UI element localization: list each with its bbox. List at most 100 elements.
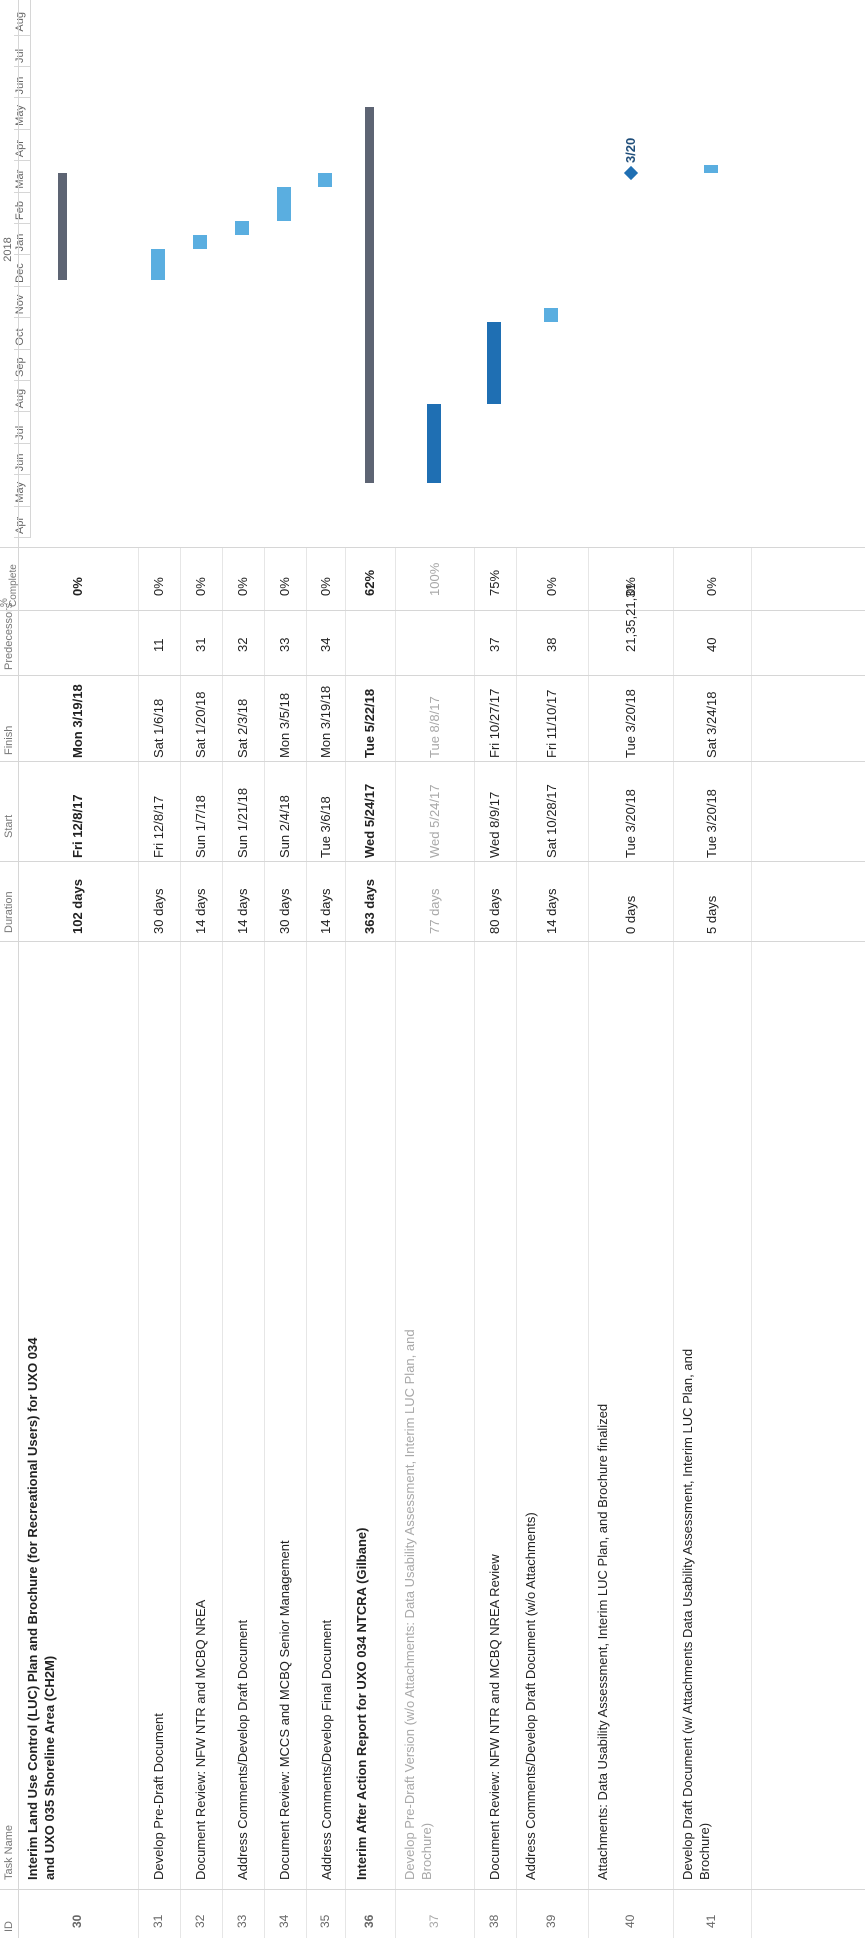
row-31-pred[interactable]: 11 xyxy=(151,638,166,653)
row-38-start[interactable]: Wed 8/9/17 xyxy=(487,791,502,858)
row-37-comp[interactable]: 100% xyxy=(426,562,442,596)
row-34-finish[interactable]: Mon 3/5/18 xyxy=(277,692,292,758)
row-34-comp[interactable]: 0% xyxy=(277,577,292,596)
row-37-finish[interactable]: Tue 8/8/17 xyxy=(426,696,442,758)
row-40-duration[interactable]: 0 days xyxy=(622,895,638,934)
gantt-bar-32[interactable] xyxy=(193,234,207,250)
row-39-id[interactable]: 39 xyxy=(544,1914,558,1928)
gantt-bar-38[interactable] xyxy=(487,321,501,405)
gantt-bar-33[interactable] xyxy=(235,220,249,235)
header-percent-complete[interactable]: % Complete xyxy=(0,564,19,607)
row-33-start[interactable]: Sun 1/21/18 xyxy=(235,787,250,858)
row-40-comp[interactable]: 0% xyxy=(622,577,638,596)
row-32-pred[interactable]: 31 xyxy=(193,637,208,652)
row-32-duration[interactable]: 14 days xyxy=(193,888,208,934)
row-35-comp[interactable]: 0% xyxy=(317,577,333,596)
header-predecessors[interactable]: Predecessors xyxy=(3,602,15,670)
row-39-start[interactable]: Sat 10/28/17 xyxy=(544,784,559,858)
row-38-comp[interactable]: 75% xyxy=(487,569,502,596)
header-id[interactable]: ID xyxy=(3,1921,15,1932)
row-41-comp[interactable]: 0% xyxy=(704,577,719,596)
row-30-id[interactable]: 30 xyxy=(70,1914,84,1928)
row-39-duration[interactable]: 14 days xyxy=(544,888,559,934)
timeline-month: Sep xyxy=(14,357,26,377)
row-39-name[interactable]: Address Comments/Develop Draft Document … xyxy=(523,1512,538,1880)
header-start[interactable]: Start xyxy=(3,814,15,838)
row-31-duration[interactable]: 30 days xyxy=(151,888,166,934)
row-36-duration[interactable]: 363 days xyxy=(362,879,377,934)
row-33-comp[interactable]: 0% xyxy=(235,577,250,596)
row-41-pred[interactable]: 40 xyxy=(704,637,719,652)
row-33-finish[interactable]: Sat 2/3/18 xyxy=(235,698,250,758)
row-32-finish[interactable]: Sat 1/20/18 xyxy=(193,691,208,759)
row-36-comp[interactable]: 62% xyxy=(362,569,377,596)
row-39-pred[interactable]: 38 xyxy=(544,637,559,652)
gantt-bar-31[interactable] xyxy=(151,249,165,280)
row-36-id[interactable]: 36 xyxy=(362,1914,376,1928)
row-38-name[interactable]: Document Review: NFW NTR and MCBQ NREA R… xyxy=(487,1554,502,1880)
row-38-finish[interactable]: Fri 10/27/17 xyxy=(487,688,502,758)
row-33-pred[interactable]: 32 xyxy=(235,637,250,652)
row-40-id[interactable]: 40 xyxy=(622,1914,637,1928)
row-34-pred[interactable]: 33 xyxy=(277,637,292,652)
milestone-diamond-40[interactable] xyxy=(623,165,638,181)
row-34-id[interactable]: 34 xyxy=(277,1914,291,1928)
row-33-duration[interactable]: 14 days xyxy=(235,888,250,934)
gantt-bar-35[interactable] xyxy=(317,173,332,188)
row-35-name[interactable]: Address Comments/Develop Final Document xyxy=(319,1619,334,1880)
gantt-bar-36[interactable] xyxy=(365,107,374,483)
row-41-start[interactable]: Tue 3/20/18 xyxy=(704,789,719,858)
row-40-name[interactable]: Attachments: Data Usability Assessment, … xyxy=(595,1403,610,1880)
row-32-id[interactable]: 32 xyxy=(193,1914,207,1928)
row-32-name[interactable]: Document Review: NFW NTR and MCBQ NREA xyxy=(193,1599,208,1880)
row-31-comp[interactable]: 0% xyxy=(151,577,166,596)
row-40-finish[interactable]: Tue 3/20/18 xyxy=(622,689,638,758)
row-31-name[interactable]: Develop Pre-Draft Document xyxy=(151,1713,166,1880)
gantt-bar-37[interactable] xyxy=(426,404,441,483)
row-32-start[interactable]: Sun 1/7/18 xyxy=(193,795,208,858)
row-35-pred[interactable]: 34 xyxy=(317,637,333,652)
row-37-name[interactable]: Develop Pre-Draft Version (w/o Attachmen… xyxy=(402,1329,434,1880)
row-36-name[interactable]: Interim After Action Report for UXO 034 … xyxy=(354,1527,369,1880)
row-38-id[interactable]: 38 xyxy=(487,1914,501,1928)
row-36-start[interactable]: Wed 5/24/17 xyxy=(362,783,377,858)
row-35-finish[interactable]: Mon 3/19/18 xyxy=(317,685,333,758)
row-31-start[interactable]: Fri 12/8/17 xyxy=(151,795,166,858)
row-39-comp[interactable]: 0% xyxy=(544,577,559,596)
row-30-comp[interactable]: 0% xyxy=(70,577,85,596)
row-38-duration[interactable]: 80 days xyxy=(487,888,502,934)
row-34-duration[interactable]: 30 days xyxy=(277,888,292,934)
row-41-name[interactable]: Develop Draft Document (w/ Attachments D… xyxy=(680,1348,712,1880)
row-30-duration[interactable]: 102 days xyxy=(70,879,85,934)
row-37-id[interactable]: 37 xyxy=(426,1914,441,1928)
row-40-start[interactable]: Tue 3/20/18 xyxy=(622,789,638,858)
gantt-bar-41[interactable] xyxy=(704,165,718,174)
header-task-name[interactable]: Task Name xyxy=(3,1824,15,1880)
row-37-duration[interactable]: 77 days xyxy=(426,888,442,934)
row-37-start[interactable]: Wed 5/24/17 xyxy=(426,784,442,858)
row-41-finish[interactable]: Sat 3/24/18 xyxy=(704,691,719,759)
row-41-duration[interactable]: 5 days xyxy=(704,895,719,934)
row-32-comp[interactable]: 0% xyxy=(193,577,208,596)
row-41-id[interactable]: 41 xyxy=(704,1914,718,1928)
gantt-bar-30[interactable] xyxy=(58,173,67,280)
row-35-duration[interactable]: 14 days xyxy=(317,888,333,934)
row-34-name[interactable]: Document Review: MCCS and MCBQ Senior Ma… xyxy=(277,1540,292,1880)
row-30-name[interactable]: Interim Land Use Control (LUC) Plan and … xyxy=(25,1337,57,1880)
row-35-start[interactable]: Tue 3/6/18 xyxy=(317,796,333,858)
row-30-finish[interactable]: Mon 3/19/18 xyxy=(70,684,85,758)
row-35-id[interactable]: 35 xyxy=(317,1914,332,1928)
row-36-finish[interactable]: Tue 5/22/18 xyxy=(362,688,377,758)
row-34-start[interactable]: Sun 2/4/18 xyxy=(277,795,292,858)
row-39-finish[interactable]: Fri 11/10/17 xyxy=(544,689,559,758)
row-33-id[interactable]: 33 xyxy=(235,1914,249,1928)
row-31-finish[interactable]: Sat 1/6/18 xyxy=(151,698,166,758)
header-duration[interactable]: Duration xyxy=(3,891,15,933)
header-finish[interactable]: Finish xyxy=(3,725,15,755)
row-33-name[interactable]: Address Comments/Develop Draft Document xyxy=(235,1619,250,1880)
gantt-bar-34[interactable] xyxy=(277,187,291,221)
gantt-bar-39[interactable] xyxy=(544,307,558,322)
row-38-pred[interactable]: 37 xyxy=(487,637,502,652)
row-30-start[interactable]: Fri 12/8/17 xyxy=(70,794,85,858)
row-31-id[interactable]: 31 xyxy=(151,1914,165,1928)
